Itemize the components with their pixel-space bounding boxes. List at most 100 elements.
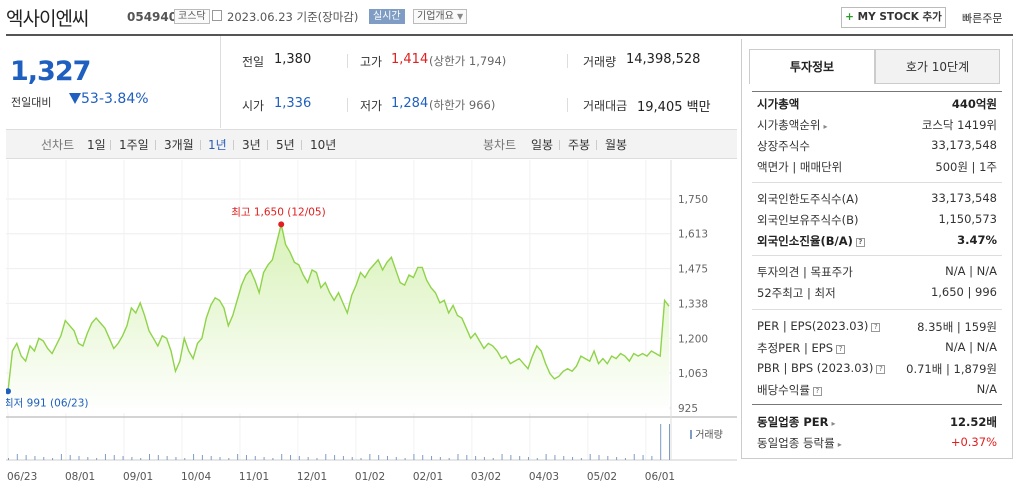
my-stock-label: MY STOCK 추가: [857, 11, 942, 23]
tab-invest-info[interactable]: 투자정보: [749, 49, 875, 84]
period-daily[interactable]: 일봉: [531, 138, 554, 152]
divider: [233, 140, 234, 150]
divider: [347, 98, 348, 112]
row-label-text: 52주최고 | 최저: [757, 286, 836, 300]
x-tick-label: 02/01: [413, 471, 443, 483]
high-label: 고가: [360, 55, 383, 69]
rows_3-label: 투자의견 | 목표주가: [757, 264, 853, 280]
volume-bar: [342, 456, 344, 460]
row-label-text: 추정PER | EPS: [757, 341, 834, 355]
period-3y[interactable]: 3년: [242, 138, 261, 152]
period-1w[interactable]: 1주일: [119, 138, 149, 152]
y-tick-label: 1,750: [678, 194, 708, 206]
volume-bar: [545, 454, 547, 460]
rows_1-value: 코스닥 1419위: [921, 118, 997, 132]
row-label-text: 배당수익률: [757, 383, 810, 397]
divider: [596, 140, 597, 150]
chevron-right-icon[interactable]: ▸: [823, 122, 828, 131]
volume-bar: [16, 454, 18, 460]
volume-bar: [263, 457, 265, 460]
rows_2-label: 외국인보유주식수(B): [757, 212, 859, 228]
divider: [567, 98, 568, 112]
volume-bar: [193, 454, 195, 460]
help-icon[interactable]: ?: [812, 387, 822, 396]
volume-bar: [492, 458, 494, 460]
volume-bar: [536, 458, 538, 460]
help-icon[interactable]: ?: [876, 365, 886, 374]
volume-bar: [131, 457, 133, 460]
help-icon[interactable]: ?: [836, 345, 846, 354]
volume-bar: [598, 455, 600, 460]
candle-chart-label: 봉차트: [483, 138, 517, 152]
rows_4-value: 8.35배 | 159원: [917, 320, 997, 334]
open-label: 시가: [242, 99, 265, 113]
low-annotation: 최저 991 (06/23): [6, 397, 89, 409]
volume-bar: [25, 455, 27, 460]
low-label: 저가: [360, 99, 383, 113]
divider: [301, 140, 302, 150]
header-divider: [6, 34, 1013, 36]
chevron-right-icon[interactable]: ▸: [831, 419, 836, 428]
x-tick-label: 09/01: [123, 471, 153, 483]
volume-value: 14,398,528: [626, 52, 701, 67]
volume-bar: [52, 458, 54, 460]
rows_1-label: 시가총액순위 ▸: [757, 117, 828, 133]
volume-bar: [210, 456, 212, 460]
period-5y[interactable]: 5년: [276, 138, 295, 152]
volume-bar: [483, 457, 485, 460]
row-label-text: 외국인보유주식수(B): [757, 213, 859, 227]
period-10y[interactable]: 10년: [310, 138, 337, 152]
quick-order-link[interactable]: 빠른주문: [962, 12, 1003, 25]
volume-bar: [669, 424, 670, 460]
price-chart[interactable]: 1,750 1,613 1,475 1,338 1,200 1,063 925 06/23 08…: [6, 160, 737, 486]
period-3m[interactable]: 3개월: [164, 138, 194, 152]
volume-bar: [87, 457, 89, 460]
period-weekly[interactable]: 주봉: [568, 138, 591, 152]
volume-bar: [519, 456, 521, 460]
rows_1-value: 33,173,548: [931, 138, 997, 152]
rows_2-value: 1,150,573: [938, 212, 997, 226]
volume-bar: [149, 454, 151, 460]
volume-bar: [334, 455, 336, 460]
volume-legend-label: 거래량: [695, 430, 723, 441]
rows_5-value: +0.37%: [950, 435, 997, 449]
divider: [155, 140, 156, 150]
low-value: 1,284: [391, 96, 429, 111]
y-tick-label: 1,613: [678, 229, 708, 241]
rows_2-label: 외국인한도주식수(A): [757, 191, 858, 207]
divider: [347, 54, 348, 68]
low-marker: [6, 388, 11, 395]
period-monthly[interactable]: 월봉: [605, 138, 628, 152]
volume-bar: [360, 458, 362, 460]
volume-bar: [254, 456, 256, 460]
volume-bar: [633, 454, 635, 460]
volume-bar: [439, 457, 441, 460]
volume-bar: [325, 454, 327, 460]
help-icon[interactable]: ?: [855, 238, 865, 247]
live-badge[interactable]: 실시간: [369, 9, 405, 24]
volume-bar: [527, 457, 529, 460]
divider: [110, 140, 111, 150]
volume-bar: [219, 457, 221, 460]
period-1d[interactable]: 1일: [87, 138, 106, 152]
volume-bar: [166, 456, 168, 460]
upper-limit: (상한가 1,794): [429, 54, 507, 68]
rows_4-value: 0.71배 | 1,879원: [906, 362, 997, 376]
rows_1-label: 시가총액: [757, 96, 799, 112]
row-label-text: 동일업종 PER: [757, 415, 829, 429]
volume-bar: [607, 456, 609, 460]
chevron-right-icon[interactable]: ▸: [837, 440, 842, 449]
volume-bar: [69, 455, 71, 460]
company-overview-dropdown[interactable]: 기업개요 ▼: [413, 9, 468, 24]
period-1y[interactable]: 1년: [208, 138, 227, 152]
rows_4-label: 추정PER | EPS?: [757, 340, 846, 356]
panel-divider: [752, 255, 1002, 256]
rows_5-label: 동일업종 등락률 ▸: [757, 435, 842, 451]
change-value: 53: [69, 91, 99, 107]
x-tick-label: 06/23: [7, 471, 37, 483]
tab-hoga-10[interactable]: 호가 10단계: [875, 49, 1000, 84]
help-icon[interactable]: ?: [871, 323, 881, 332]
my-stock-add-button[interactable]: + MY STOCK 추가: [841, 7, 946, 28]
volume-bar: [237, 454, 239, 460]
rows_3-value: N/A | N/A: [945, 264, 997, 278]
